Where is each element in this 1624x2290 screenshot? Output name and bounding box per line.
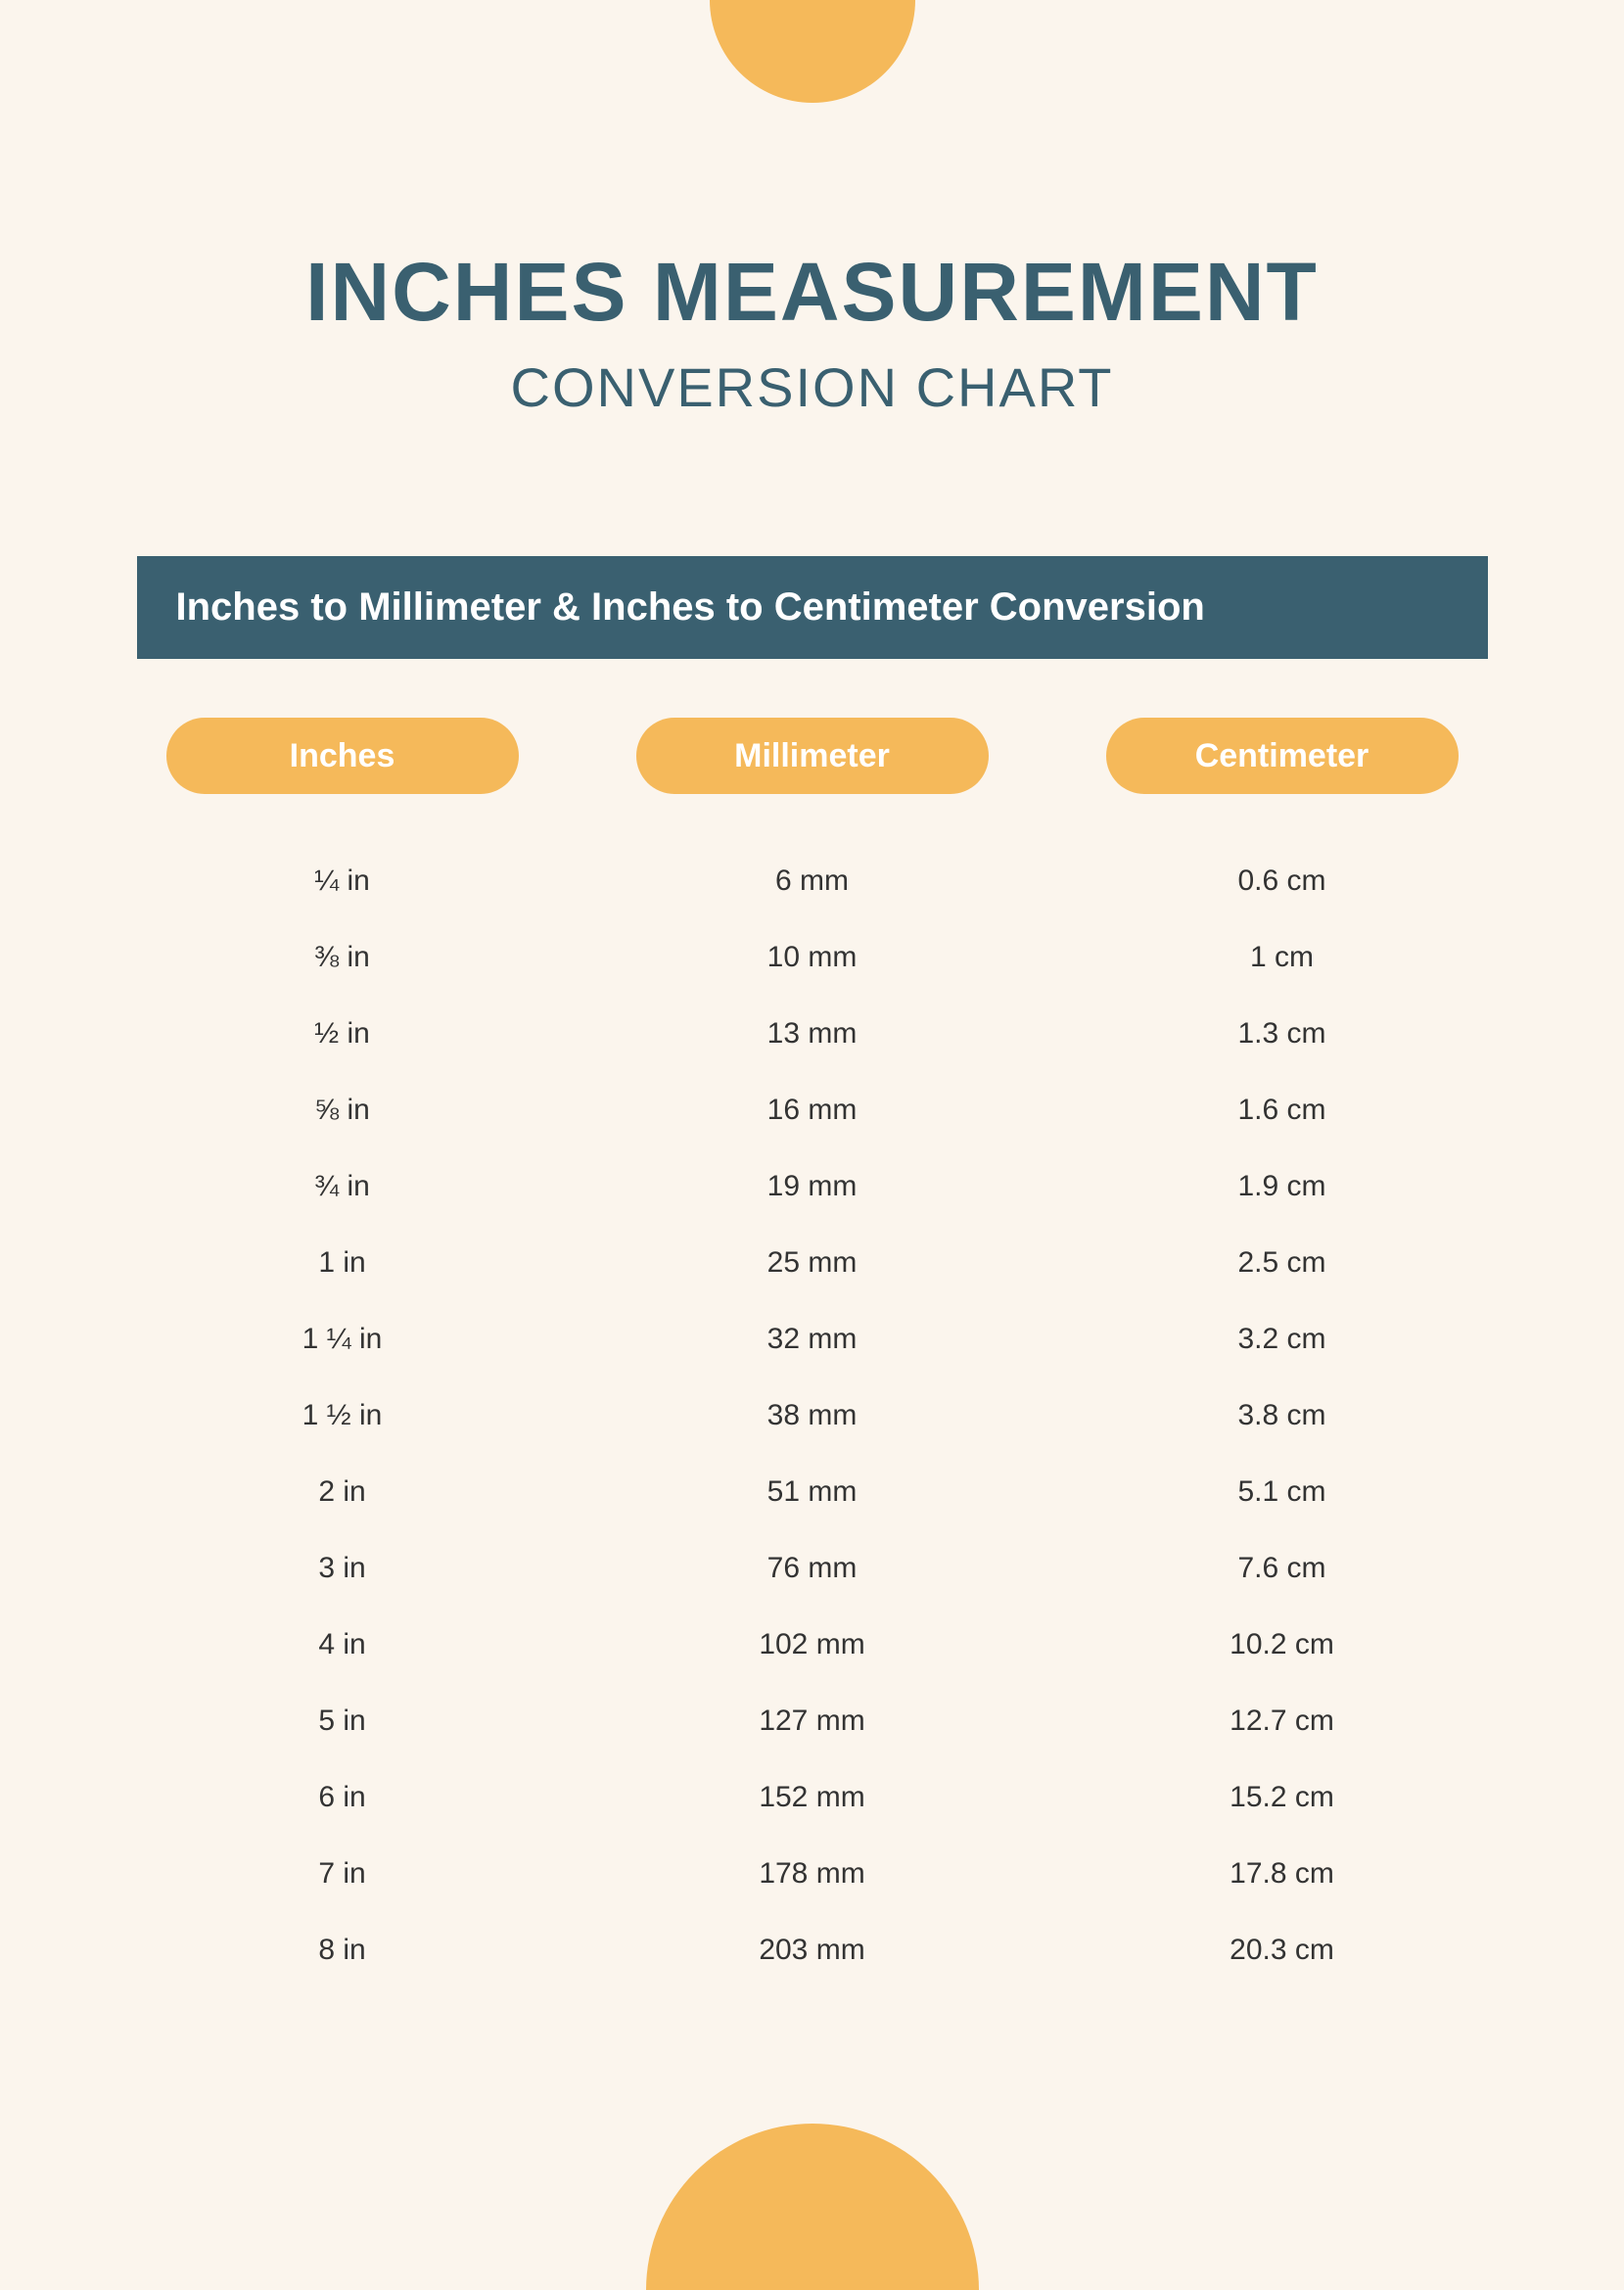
content: INCHES MEASUREMENT CONVERSION CHART Inch… (0, 0, 1624, 1988)
table-cell: 6 mm (636, 865, 989, 898)
table-row: 2 in 51 mm 5.1 cm (166, 1454, 1459, 1530)
table-cell: 32 mm (636, 1323, 989, 1356)
table-cell: ¼ in (166, 865, 519, 898)
table-cell: 0.6 cm (1106, 865, 1459, 898)
column-header-centimeter: Centimeter (1106, 718, 1459, 794)
page: INCHES MEASUREMENT CONVERSION CHART Inch… (0, 0, 1624, 2290)
table-row: 3 in 76 mm 7.6 cm (166, 1530, 1459, 1607)
table-cell: 10.2 cm (1106, 1628, 1459, 1661)
table-row: 1 in 25 mm 2.5 cm (166, 1225, 1459, 1301)
table-cell: 102 mm (636, 1628, 989, 1661)
table-row: 7 in 178 mm 17.8 cm (166, 1836, 1459, 1912)
table-row: 1 ½ in 38 mm 3.8 cm (166, 1378, 1459, 1454)
table-cell: 152 mm (636, 1781, 989, 1814)
table-cell: 178 mm (636, 1857, 989, 1891)
table-cell: 8 in (166, 1934, 519, 1967)
table-cell: 7.6 cm (1106, 1552, 1459, 1585)
table-cell: 25 mm (636, 1246, 989, 1280)
decor-circle-bottom (646, 2124, 979, 2290)
page-subtitle: CONVERSION CHART (511, 355, 1114, 419)
table-cell: 1.6 cm (1106, 1094, 1459, 1127)
table-cell: 1.9 cm (1106, 1170, 1459, 1203)
section-banner: Inches to Millimeter & Inches to Centime… (137, 556, 1488, 659)
table-cell: 17.8 cm (1106, 1857, 1459, 1891)
table-cell: 13 mm (636, 1017, 989, 1051)
table-cell: 19 mm (636, 1170, 989, 1203)
table-cell: 4 in (166, 1628, 519, 1661)
table-cell: 1 in (166, 1246, 519, 1280)
table-cell: 38 mm (636, 1399, 989, 1432)
table-cell: 16 mm (636, 1094, 989, 1127)
table-row: 6 in 152 mm 15.2 cm (166, 1759, 1459, 1836)
table-cell: 51 mm (636, 1475, 989, 1509)
table-cell: 20.3 cm (1106, 1934, 1459, 1967)
table-row: 5 in 127 mm 12.7 cm (166, 1683, 1459, 1759)
table-cell: 203 mm (636, 1934, 989, 1967)
column-headers: Inches Millimeter Centimeter (137, 718, 1488, 794)
table-cell: 3 in (166, 1552, 519, 1585)
table-cell: 1 cm (1106, 941, 1459, 974)
table-row: ¼ in 6 mm 0.6 cm (166, 843, 1459, 919)
table-cell: 76 mm (636, 1552, 989, 1585)
table-cell: 7 in (166, 1857, 519, 1891)
table-cell: ⅜ in (166, 941, 519, 974)
column-header-inches: Inches (166, 718, 519, 794)
table-cell: 1.3 cm (1106, 1017, 1459, 1051)
table-cell: ⅝ in (166, 1094, 519, 1127)
table-row: ¾ in 19 mm 1.9 cm (166, 1148, 1459, 1225)
table-row: ⅝ in 16 mm 1.6 cm (166, 1072, 1459, 1148)
table-cell: 3.8 cm (1106, 1399, 1459, 1432)
table-cell: 15.2 cm (1106, 1781, 1459, 1814)
table-cell: 12.7 cm (1106, 1705, 1459, 1738)
table-body: ¼ in 6 mm 0.6 cm ⅜ in 10 mm 1 cm ½ in 13 mm 1.3 … (137, 843, 1488, 1988)
table-cell: ¾ in (166, 1170, 519, 1203)
table-cell: 5 in (166, 1705, 519, 1738)
table-cell: 6 in (166, 1781, 519, 1814)
table-row: ⅜ in 10 mm 1 cm (166, 919, 1459, 996)
table-cell: 5.1 cm (1106, 1475, 1459, 1509)
table-cell: 2.5 cm (1106, 1246, 1459, 1280)
table-cell: 2 in (166, 1475, 519, 1509)
page-title: INCHES MEASUREMENT (305, 245, 1319, 340)
table-row: 8 in 203 mm 20.3 cm (166, 1912, 1459, 1988)
table-row: ½ in 13 mm 1.3 cm (166, 996, 1459, 1072)
table-row: 1 ¼ in 32 mm 3.2 cm (166, 1301, 1459, 1378)
table-cell: 1 ½ in (166, 1399, 519, 1432)
table-cell: 3.2 cm (1106, 1323, 1459, 1356)
table-cell: 1 ¼ in (166, 1323, 519, 1356)
table-cell: 10 mm (636, 941, 989, 974)
table-row: 4 in 102 mm 10.2 cm (166, 1607, 1459, 1683)
table-cell: 127 mm (636, 1705, 989, 1738)
column-header-millimeter: Millimeter (636, 718, 989, 794)
table-cell: ½ in (166, 1017, 519, 1051)
